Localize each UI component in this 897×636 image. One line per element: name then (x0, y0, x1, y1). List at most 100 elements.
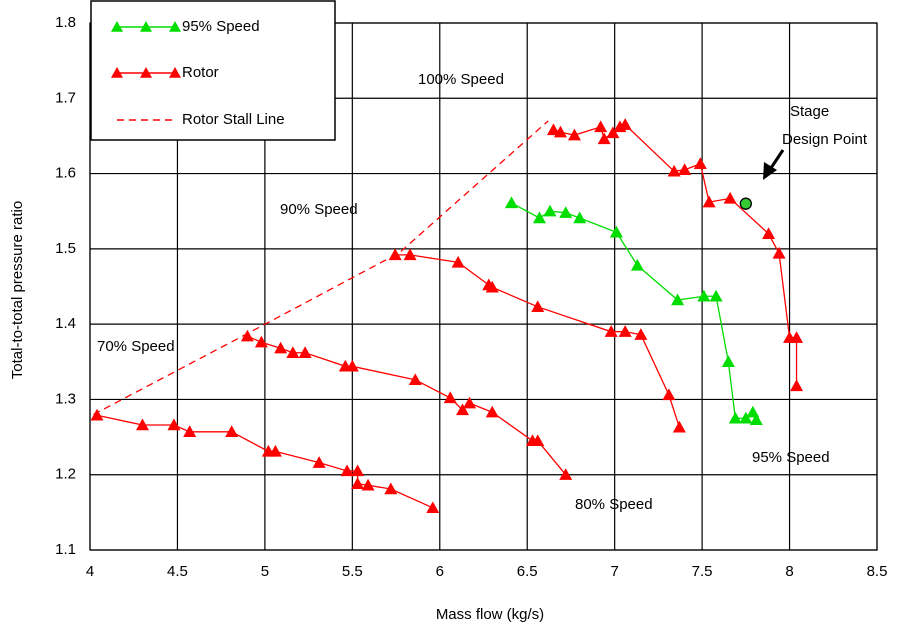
legend-label: Rotor Stall Line (182, 111, 285, 128)
triangle-marker (240, 329, 254, 342)
triangle-marker (388, 248, 402, 261)
triangle-marker (790, 379, 804, 392)
triangle-marker (408, 373, 422, 386)
legend: 95% Speed Rotor Rotor Stall Line (90, 0, 336, 141)
triangle-marker (790, 331, 804, 343)
triangle-marker (135, 418, 149, 431)
design-point (739, 197, 752, 210)
x-tick-label: 5 (261, 563, 269, 580)
triangle-marker (531, 300, 545, 313)
x-tick-label: 8 (785, 563, 793, 580)
x-tick-label: 6 (436, 563, 444, 580)
legend-marker (169, 21, 181, 32)
triangle-marker (531, 434, 545, 447)
triangle-marker (721, 355, 735, 367)
triangle-marker (403, 248, 417, 261)
triangle-marker (678, 163, 692, 176)
triangle-marker (504, 196, 518, 209)
triangle-marker (618, 118, 632, 130)
annotation: 90% Speed (280, 201, 358, 218)
triangle-marker (532, 211, 546, 224)
legend-marker (169, 67, 181, 78)
triangle-marker (772, 246, 786, 259)
legend-marker (140, 21, 152, 32)
design-point-label: Stage (790, 103, 829, 120)
triangle-marker (594, 120, 608, 133)
triangle-marker (345, 359, 359, 372)
x-tick-label: 4.5 (167, 563, 188, 580)
triangle-marker (485, 405, 499, 418)
plot-border (89, 22, 878, 551)
triangle-marker (762, 227, 776, 239)
legend-marker (111, 21, 123, 32)
y-tick-label: 1.4 (55, 315, 76, 332)
triangle-marker (749, 413, 763, 425)
series-line (96, 123, 798, 509)
x-tick-label: 4 (86, 563, 94, 580)
triangle-marker (167, 418, 181, 431)
triangle-marker (268, 444, 282, 457)
triangle-marker (667, 164, 681, 177)
y-tick-label: 1.2 (55, 466, 76, 483)
triangle-marker (183, 425, 197, 438)
x-tick-label: 8.5 (867, 563, 888, 580)
triangle-marker (697, 289, 711, 302)
triangle-marker (702, 195, 716, 208)
triangle-marker (286, 346, 300, 358)
annotation: 70% Speed (97, 338, 175, 355)
legend-label: Rotor (182, 64, 219, 81)
legend-label: 95% Speed (182, 18, 260, 35)
series-line (511, 202, 757, 421)
triangle-marker (662, 388, 676, 401)
y-tick-label: 1.3 (55, 390, 76, 407)
arrow-head (763, 162, 777, 180)
triangle-marker (672, 420, 686, 433)
x-axis-label: Mass flow (kg/s) (436, 606, 544, 623)
triangle-marker (606, 126, 620, 139)
y-tick-label: 1.7 (55, 89, 76, 106)
triangle-marker (254, 335, 268, 348)
x-tick-label: 7.5 (692, 563, 713, 580)
y-tick-label: 1.5 (55, 240, 76, 257)
triangle-marker (709, 289, 723, 302)
triangle-marker (693, 157, 707, 169)
triangle-marker (723, 191, 737, 204)
triangle-marker (609, 225, 623, 238)
triangle-marker (573, 211, 587, 224)
triangle-marker (463, 396, 477, 409)
legend-box (90, 0, 336, 141)
grid (89, 22, 878, 551)
triangle-marker (559, 206, 573, 218)
legend-marker (140, 67, 152, 78)
triangle-marker (634, 328, 648, 340)
annotation: 95% Speed (752, 449, 830, 466)
triangle-marker (274, 341, 288, 354)
x-tick-label: 5.5 (342, 563, 363, 580)
plot (90, 118, 804, 514)
triangle-marker (553, 125, 567, 138)
legend-marker (111, 67, 123, 78)
triangle-marker (451, 255, 465, 268)
triangle-marker (567, 128, 581, 141)
annotation: 100% Speed (418, 71, 504, 88)
triangle-marker (298, 346, 312, 358)
triangle-marker (340, 464, 354, 477)
annotation: 80% Speed (575, 496, 653, 513)
series-line (93, 120, 549, 416)
triangle-marker (384, 482, 398, 495)
triangle-marker (361, 478, 375, 491)
triangle-marker (312, 456, 326, 468)
triangle-marker (351, 477, 365, 489)
y-tick-label: 1.8 (55, 14, 76, 31)
triangle-marker (597, 132, 611, 145)
y-axis-label: Total-to-total pressure ratio (9, 201, 26, 379)
design-point-label: Design Point (782, 131, 868, 148)
triangle-marker (90, 408, 104, 421)
y-tick-label: 1.6 (55, 165, 76, 182)
y-tick-label: 1.1 (55, 541, 76, 558)
triangle-marker (739, 411, 753, 424)
triangle-marker (559, 468, 573, 480)
triangle-marker (630, 258, 644, 271)
triangle-marker (543, 204, 557, 217)
